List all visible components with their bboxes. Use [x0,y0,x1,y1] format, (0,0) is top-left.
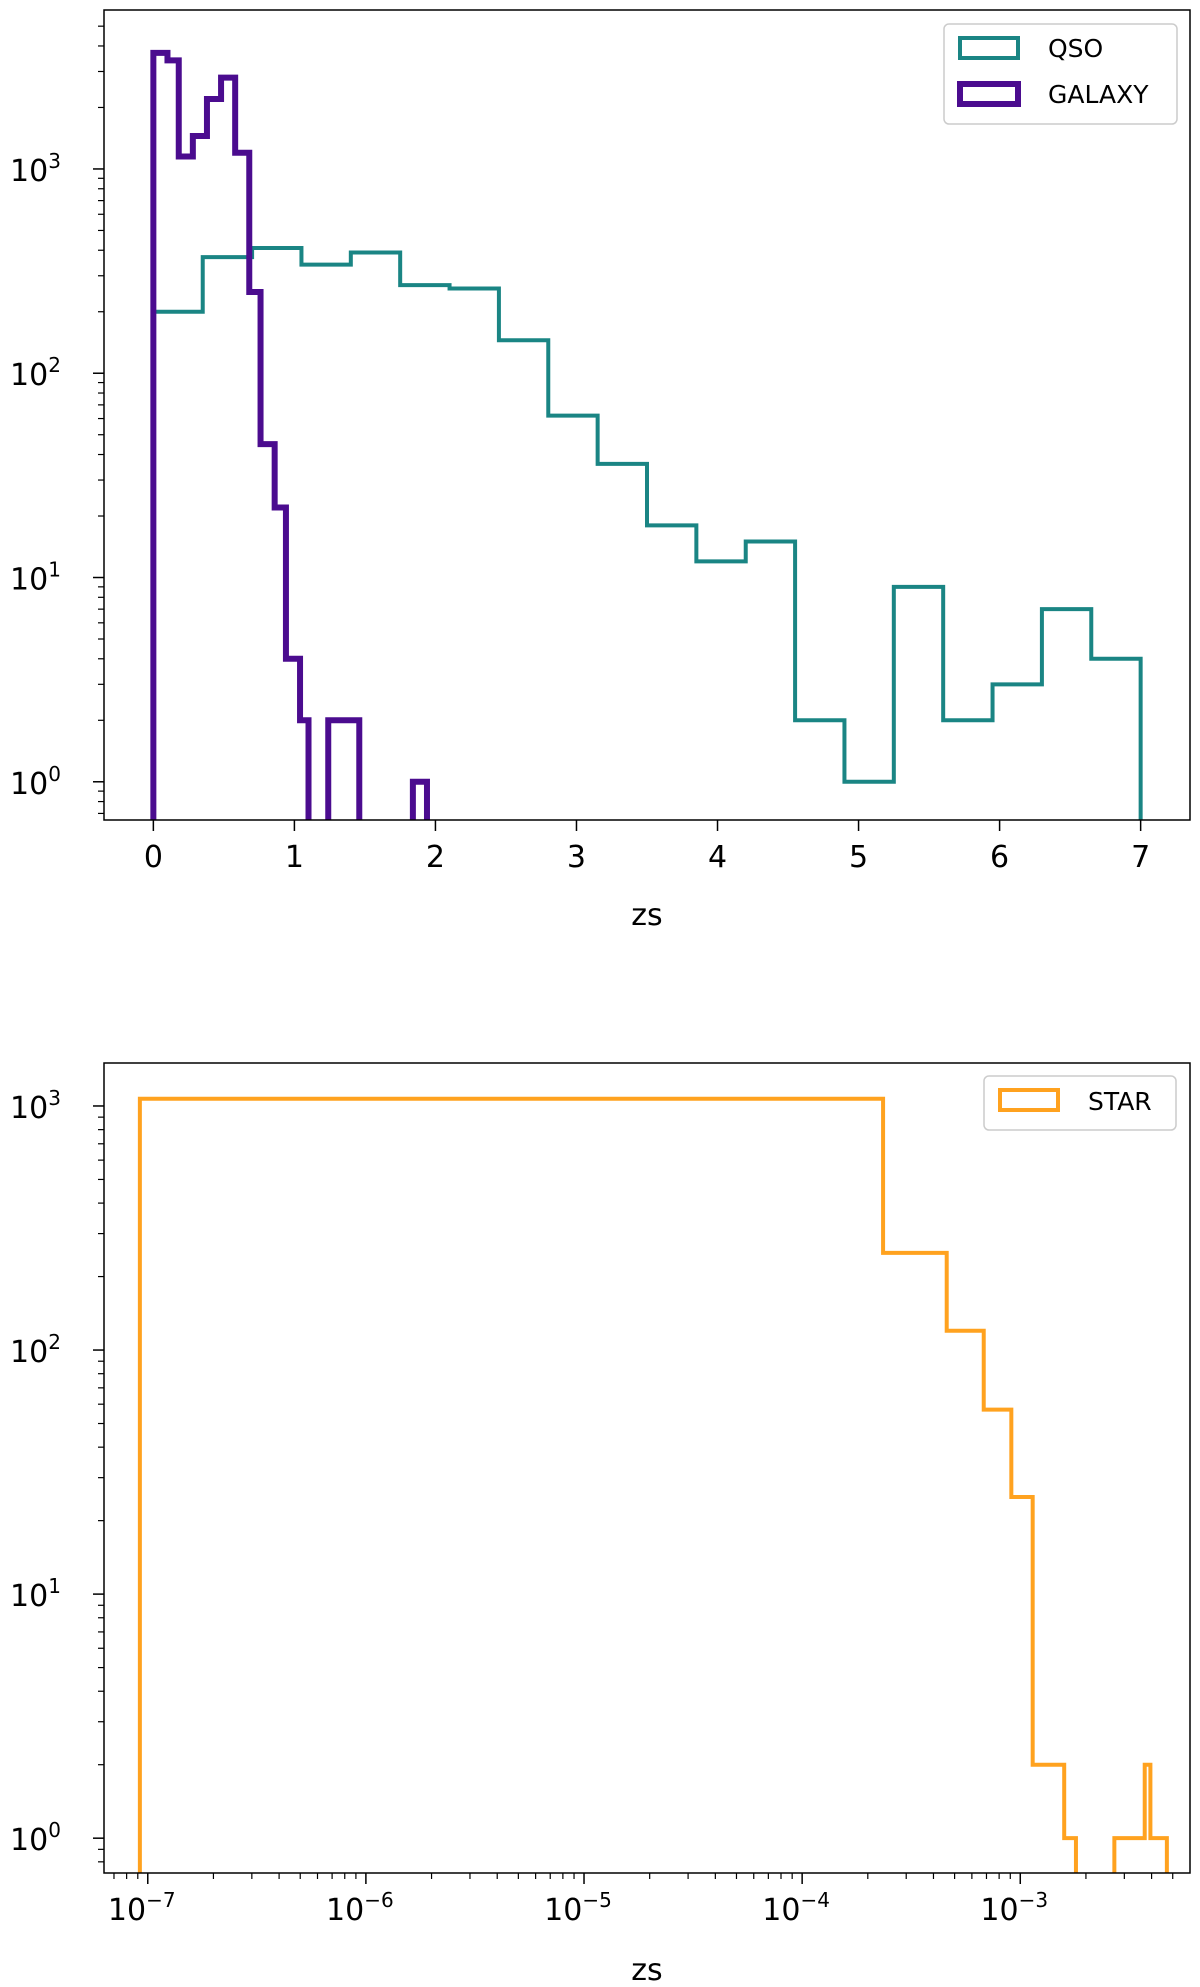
legend: QSO GALAXY [943,23,1178,125]
x-tick-label: 0 [144,840,163,875]
y-tick-label: 102 [10,353,61,393]
y-tick-label: 100 [10,1818,61,1858]
legend-swatch-star [998,1088,1060,1112]
histogram-step-star [137,1096,1169,1873]
x-axis-label: zs [631,898,662,933]
x-axis-ticks: 0 1 2 3 4 5 6 7 [144,820,1150,875]
legend-box [943,23,1178,125]
x-tick-label: 5 [849,840,868,875]
y-axis-ticks: 100 101 102 103 [10,1086,104,1863]
x-tick-label: 7 [1131,840,1150,875]
series-layer [150,49,1143,820]
series-layer [137,1096,1169,1873]
x-tick-label: 10−6 [326,1888,394,1928]
y-tick-label: 100 [10,762,61,802]
histogram-step-qso [151,246,1143,820]
x-tick-label: 2 [426,840,445,875]
legend-label-star: STAR [1088,1087,1152,1116]
star-redshift-histogram-log: 10−7 10−6 10−5 10−4 10−3 100 101 102 103 zs STA… [10,1062,1191,1987]
axes-frame [103,1062,1191,1874]
legend-swatch-galaxy [957,81,1021,107]
y-tick-label: 102 [10,1330,61,1370]
axes-frame [103,9,1191,821]
x-tick-label: 4 [708,840,727,875]
legend-swatch-qso [958,36,1020,60]
x-axis-label: zs [631,1953,662,1987]
x-tick-label: 10−7 [108,1888,176,1928]
y-tick-label: 101 [10,558,61,598]
x-axis-ticks: 10−7 10−6 10−5 10−4 10−3 [108,1873,1174,1928]
y-axis-ticks: 100 101 102 103 [10,25,104,815]
x-tick-label: 1 [285,840,304,875]
histogram-step-galaxy [150,49,430,820]
legend-label-galaxy: GALAXY [1048,80,1149,109]
x-tick-label: 10−4 [762,1888,830,1928]
y-tick-label: 103 [10,1086,61,1126]
x-tick-label: 3 [567,840,586,875]
legend-label-qso: QSO [1048,34,1103,63]
x-tick-label: 10−5 [544,1888,612,1928]
y-tick-label: 103 [10,149,61,189]
plot-area [103,1062,1191,1874]
plot-area [103,9,1191,821]
x-tick-label: 6 [990,840,1009,875]
x-tick-label: 10−3 [980,1888,1048,1928]
y-tick-label: 101 [10,1574,61,1614]
legend: STAR [983,1075,1177,1131]
redshift-histogram-linear: 0 1 2 3 4 5 6 7 100 101 102 103 zs QSO GALAXY [10,9,1191,933]
